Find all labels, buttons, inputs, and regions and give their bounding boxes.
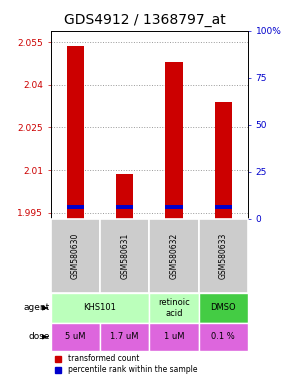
Bar xyxy=(67,205,84,209)
Text: GSM580630: GSM580630 xyxy=(71,232,80,279)
Bar xyxy=(199,293,248,323)
Bar xyxy=(67,46,84,218)
Bar xyxy=(149,323,199,351)
Text: GDS4912 / 1368797_at: GDS4912 / 1368797_at xyxy=(64,13,226,27)
Bar xyxy=(149,293,199,323)
Bar xyxy=(165,205,183,209)
Bar xyxy=(100,323,149,351)
Text: GSM580633: GSM580633 xyxy=(219,232,228,279)
Bar xyxy=(199,218,248,293)
Legend: transformed count, percentile rank within the sample: transformed count, percentile rank withi… xyxy=(55,354,197,374)
Bar xyxy=(149,218,199,293)
Bar xyxy=(116,205,133,209)
Bar xyxy=(51,218,100,293)
Text: GSM580632: GSM580632 xyxy=(169,232,179,279)
Text: GSM580631: GSM580631 xyxy=(120,232,129,279)
Text: DMSO: DMSO xyxy=(211,303,236,313)
Bar xyxy=(116,174,133,218)
Bar xyxy=(215,102,232,218)
Bar xyxy=(100,218,149,293)
Bar xyxy=(199,323,248,351)
Bar xyxy=(165,62,183,218)
Text: 5 uM: 5 uM xyxy=(65,333,86,341)
Text: 1 uM: 1 uM xyxy=(164,333,184,341)
Text: 1.7 uM: 1.7 uM xyxy=(110,333,139,341)
Bar xyxy=(51,323,100,351)
Text: 0.1 %: 0.1 % xyxy=(211,333,235,341)
Text: retinoic
acid: retinoic acid xyxy=(158,298,190,318)
Text: agent: agent xyxy=(23,303,50,313)
Bar xyxy=(51,293,149,323)
Text: KHS101: KHS101 xyxy=(84,303,117,313)
Bar xyxy=(215,205,232,209)
Text: dose: dose xyxy=(28,333,50,341)
